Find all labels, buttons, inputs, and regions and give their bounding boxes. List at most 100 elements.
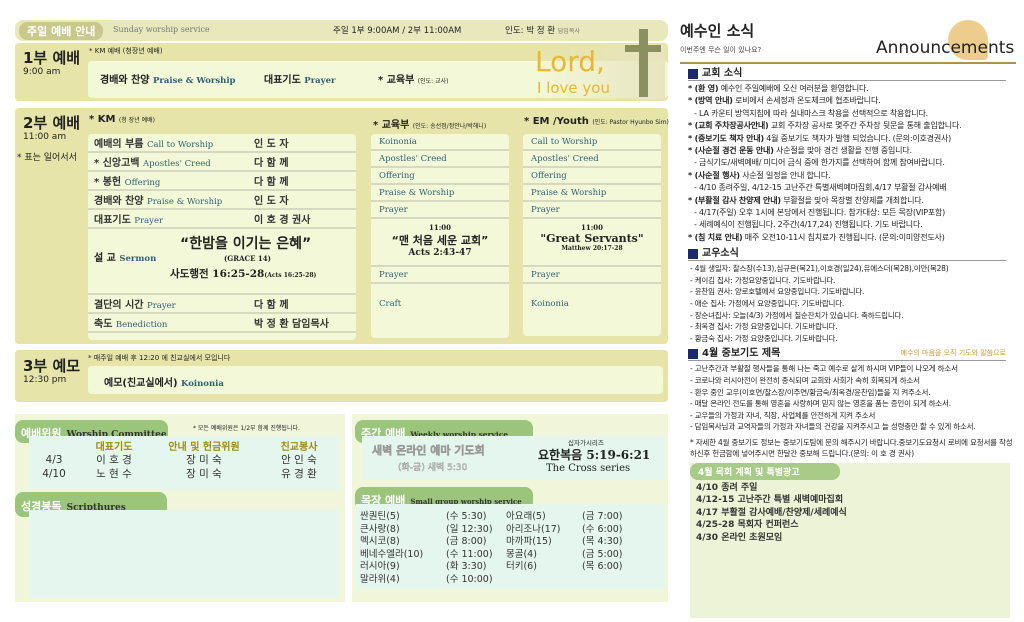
- group-time: (일 12:30): [446, 523, 493, 535]
- prayer-item: - 교우들의 가정과 자녀, 직장, 사업체를 안전하게 지켜 주소서: [690, 410, 876, 420]
- s1-edu: * 교육부 (인도: 교사): [378, 75, 449, 86]
- committee-col-header: [29, 438, 79, 453]
- group-name: 몽골(4): [506, 548, 537, 560]
- prayer-header: 4월 중보기도 제목 예수의 마음을 오직 기도와 말씀으로: [688, 347, 1007, 362]
- plan-box: 4월 목회 계획 및 특별광고 4/10 종려 주일 4/12-15 고난주간 특…: [690, 462, 1010, 618]
- news-item-label: * (환 영): [688, 84, 719, 93]
- service-row: 예배의 부름 Call to Worship 인 도 자: [88, 134, 356, 153]
- plan-item: 4/12-15 고난주간 특별 새벽예마집회: [696, 495, 844, 506]
- row-label: 경배와 찬양 Praise & Worship: [94, 192, 254, 207]
- love-text: I love you: [537, 79, 610, 97]
- column-item: Call to Worship: [523, 134, 661, 151]
- em-column: Call to Worship Apostles' Creed Offering Pr…: [523, 134, 661, 336]
- square-icon: [688, 348, 698, 359]
- group-name: 마까파(15): [506, 536, 552, 547]
- row-label: 대표기도 Prayer: [94, 211, 254, 226]
- plan-list: 4/10 종려 주일 4/12-15 고난주간 특별 새벽예마집회 4/17 부활절…: [690, 480, 1010, 545]
- news-item: * (중보기도 책자 안내) 4월 중보기도 책자가 발행 되었습니다. (문의…: [688, 133, 1016, 145]
- group-row: 아리조나(17) (수 6:00): [506, 521, 623, 535]
- news-item-label: * (사순절 경건 운동 안내): [688, 146, 774, 156]
- news-item-text: 교회 주차장 공사로 몇주간 주차장 뒷문을 통해 출입합니다.: [770, 121, 962, 131]
- news-item: * (교회 주차장공사안내) 교회 주차장 공사로 몇주간 주차장 뒷문을 통해…: [688, 120, 1016, 132]
- committee-row: 4/10 노 현 수 장 미 숙 유 경 환: [29, 467, 339, 481]
- column-ref: Acts 2:43-47: [408, 248, 472, 258]
- plan-item: 4/17 부활절 감사예배/찬양제/세례예식: [696, 507, 847, 518]
- trumpeter-icon: [948, 20, 988, 60]
- service-row: * 봉헌 Offering 다 함 께: [88, 172, 356, 191]
- header-title: 주일 예배 안내: [19, 22, 104, 40]
- column-item: Praise & Worship: [371, 185, 509, 202]
- stand-note: * 표는 일어서서: [17, 153, 77, 163]
- committee-col-header: 안내 및 헌금위원: [168, 442, 240, 453]
- news-item-text: 사순절 일정을 안내 합니다.: [742, 170, 831, 180]
- column-sermon: 11:00 "Great Servants" Matthew 20:17-28: [523, 219, 661, 267]
- prayer-list: - 고난주간과 부활절 행사들을 통해 나는 죽고 예수로 살게 하시며 VIP…: [690, 363, 1016, 433]
- group-time: (금 7:00): [582, 511, 623, 522]
- service-1: 1부 예배 9:00 am * KM 예배 (청장년 예배) 경배와 찬양 Pr…: [15, 29, 668, 101]
- group-row: 아요래(5) (금 7:00): [506, 508, 623, 522]
- news-item-text: 예수인 주일예배에 오신 여러분을 환영합니다.: [720, 84, 869, 93]
- group-name: 멕시코(8): [360, 536, 400, 547]
- column-item: Praise & Worship: [523, 185, 661, 202]
- group-name: 말라위(4): [360, 573, 400, 585]
- service-3-note: * 매주일 예배 후 12:20 에 친교실에서 모입니다: [88, 354, 231, 362]
- row-label: * 봉헌 Offering: [94, 173, 254, 188]
- service-row: 경배와 찬양 Praise & Worship 인 도 자: [88, 191, 356, 210]
- news-item: * (부활절 감사 찬양제 안내) 부활절을 맞아 목장별 찬양제를 개최합니다…: [688, 195, 1016, 207]
- column-item: Offering: [523, 168, 661, 185]
- row-en: Apostles' Creed: [143, 159, 211, 169]
- service-2-time: 11:00 am: [23, 132, 67, 142]
- news-item-text: - 세례예식이 진행됩니다. 2주간(4/17,24) 진행됩니다. 기도 바랍…: [694, 220, 923, 230]
- group-time: (금 8:00): [446, 536, 487, 547]
- row-label: 축도 Benediction: [94, 315, 254, 330]
- prayer-motto: 예수의 마음을 오직 기도와 말씀으로: [900, 349, 1007, 358]
- committee-col-header: 친교봉사: [280, 442, 318, 453]
- column-ref: Matthew 20:17-28: [561, 245, 623, 252]
- row-ko: 경배와 찬양: [94, 196, 144, 207]
- committee-panel: 예배위원 Worship Committee * 모든 예배위원은 1/2부 함…: [15, 414, 345, 602]
- news-item-label: * (방역 안내): [688, 96, 733, 106]
- column-item: Craft: [379, 299, 402, 309]
- news-item: - 세례예식이 진행됩니다. 2주간(4/17,24) 진행됩니다. 기도 바랍…: [688, 219, 1016, 231]
- sermon-ko: 설 교: [94, 253, 116, 264]
- group-name: 베네수엘라(10): [360, 548, 424, 560]
- news-item-text: - 4/10 종려주일, 4/12-15 고난주간 특별새벽예마집회,4/17 …: [694, 183, 947, 193]
- cross-icon: [639, 29, 648, 97]
- row-en: Benediction: [115, 320, 168, 330]
- row-ko: 예배의 부름: [94, 139, 144, 150]
- committee-cell: 유 경 환: [281, 468, 317, 480]
- news-item-text: - LA 카운티 방역지침에 따라 실내마스크 착용을 선택적으로 착용합니다.: [694, 108, 928, 118]
- committee-cell: 노 현 수: [96, 468, 132, 480]
- news-title: 예수인 소식: [680, 22, 755, 40]
- group-row: 러시아(9) (화 3:30): [360, 558, 487, 572]
- member-news-list: - 4월 생일자: 찰스장(수13),심규온(목21),이호경(일24),유에스…: [690, 263, 1016, 344]
- row-leader: 다 함 께: [254, 300, 289, 311]
- row-leader: 이 호 경 권사: [254, 215, 311, 226]
- news-item-text: 4월 중보기도 책자가 발행 되었습니다. (문의:이호경권사): [766, 133, 952, 143]
- column-item: Offering: [371, 168, 509, 185]
- member-item: - 케이김 집사: 가정요양중입니다. 기도바랍니다.: [690, 275, 836, 285]
- news-item: - LA 카운티 방역지침에 따라 실내마스크 착용을 선택적으로 착용합니다.: [688, 108, 1016, 120]
- series-en: The Cross series: [546, 463, 631, 474]
- group-time: (목 4:30): [582, 536, 623, 547]
- column-item: Prayer: [523, 267, 661, 284]
- service-times: 주일 1부 9:00AM / 2부 11:00AM: [333, 26, 462, 36]
- service-row: 결단의 시간 Prayer 다 함 께: [88, 295, 356, 314]
- group-row: 몽골(4) (금 5:00): [506, 546, 623, 560]
- sermon-ref-ko: 사도행전 16:25-28: [170, 268, 265, 280]
- member-item: - 장순녀집사: 오늘(4/3) 가정에서 칠순잔치가 있습니다. 축하드립니다…: [690, 310, 904, 320]
- row-label: 예배의 부름 Call to Worship: [94, 135, 254, 150]
- group-name: 아요래(5): [506, 511, 546, 522]
- service-3-box: 예모(친교실에서) Koinonia: [88, 366, 663, 394]
- committee-cell: 안 인 숙: [281, 454, 317, 466]
- news-item: * (사순절 행사) 사순절 일정을 안내 합니다.: [688, 170, 1016, 182]
- prayer-item: - 담임목사님과 교역자들의 가정과 자녀들의 건강을 지켜주시고 늘 성령충만…: [690, 422, 976, 432]
- group-row: 싼퀀틴(5) (수 5:30): [360, 508, 487, 522]
- sermon-row: 설 교 Sermon “한밤을 이기는 은혜” (GRACE 14) 사도행전 16:…: [88, 229, 356, 295]
- news-item: * (침 치료 안내) 매주 오전10-11시 침치료가 진행됩니다. (문의:…: [688, 232, 1016, 244]
- service-3-title: 3부 예모: [23, 357, 81, 375]
- column-item: Apostles' Creed: [371, 151, 509, 168]
- s3-item: 예모(친교실에서): [104, 378, 178, 389]
- committee-header-row: 대표기도 안내 및 헌금위원 친교봉사: [29, 436, 339, 453]
